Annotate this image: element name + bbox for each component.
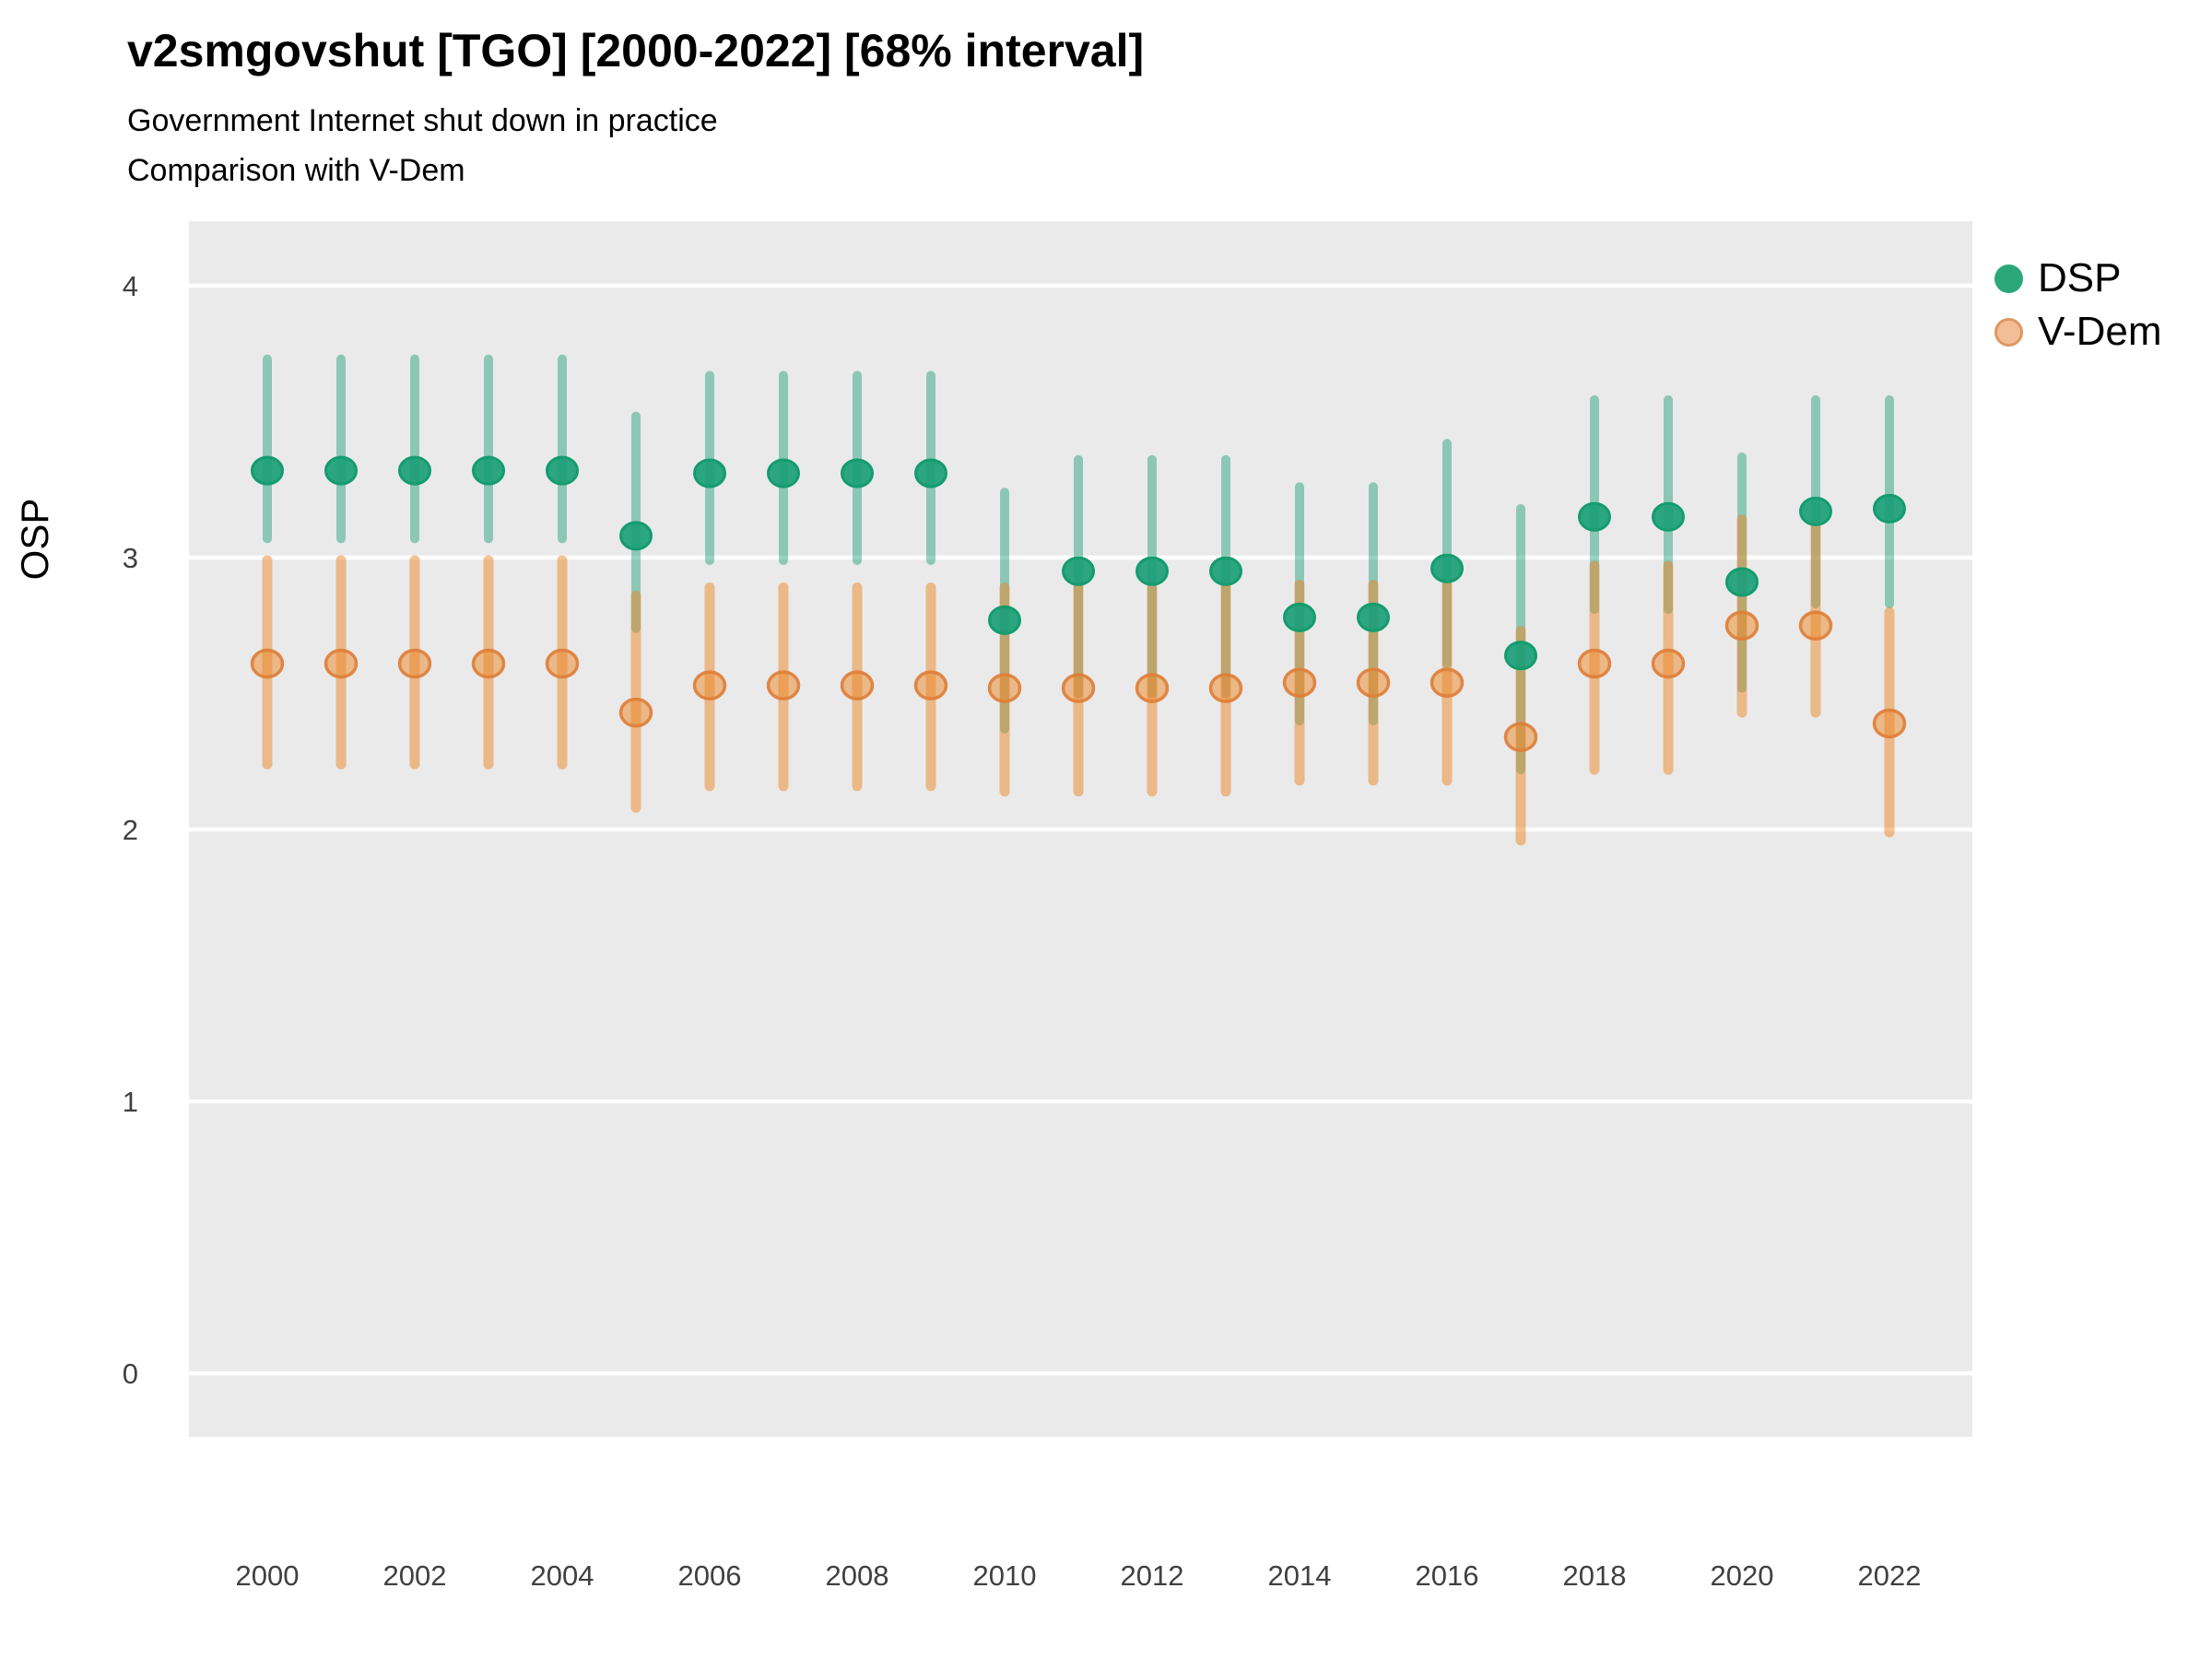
x-tick-label-2010: 2010 <box>973 1559 1037 1592</box>
dsp-point-2008 <box>841 458 874 488</box>
legend-dsp-label: DSP <box>2038 255 2122 300</box>
x-tick-label-2016: 2016 <box>1416 1559 1479 1592</box>
x-tick-label-2020: 2020 <box>1711 1559 1774 1592</box>
x-tick-label-2014: 2014 <box>1268 1559 1332 1592</box>
dsp-point-2013 <box>1209 556 1242 586</box>
y-tick-label-4: 4 <box>123 270 138 302</box>
vdem-point-2001 <box>324 648 359 679</box>
x-tick-label-2006: 2006 <box>678 1559 742 1592</box>
x-tick-label-2018: 2018 <box>1563 1559 1627 1592</box>
dsp-point-2021 <box>1799 496 1832 526</box>
vdem-point-2014 <box>1282 667 1317 698</box>
vdem-point-2006 <box>692 670 727 700</box>
chart-subtitle: Government Internet shut down in practic… <box>127 103 718 138</box>
dsp-point-2019 <box>1652 501 1685 532</box>
vdem-point-2008 <box>840 670 875 700</box>
dsp-point-2004 <box>546 455 579 486</box>
x-tick-label-2022: 2022 <box>1858 1559 1922 1592</box>
dsp-point-2011 <box>1062 556 1095 586</box>
dsp-point-2012 <box>1135 556 1169 586</box>
y-tick-label-3: 3 <box>123 542 138 574</box>
vdem-point-2012 <box>1135 673 1170 703</box>
x-tick-label-2008: 2008 <box>826 1559 889 1592</box>
dsp-point-2006 <box>693 458 726 488</box>
y-tick-label-1: 1 <box>123 1086 138 1118</box>
x-tick-label-2004: 2004 <box>531 1559 594 1592</box>
vdem-point-2016 <box>1430 667 1465 698</box>
vdem-point-2010 <box>987 673 1022 703</box>
dsp-point-2014 <box>1283 602 1316 632</box>
vdem-point-2022 <box>1872 708 1907 739</box>
vdem-point-2015 <box>1356 667 1391 698</box>
dsp-point-2016 <box>1430 553 1464 583</box>
legend-dsp-swatch-icon <box>1994 264 2023 293</box>
dsp-point-2009 <box>914 458 947 488</box>
vdem-point-2002 <box>397 648 432 679</box>
vdem-point-2011 <box>1061 673 1096 703</box>
vdem-point-2009 <box>913 670 948 700</box>
vdem-point-2000 <box>250 648 285 679</box>
legend: DSP V-Dem <box>1994 254 2161 356</box>
vdem-point-2003 <box>471 648 506 679</box>
y-tick-label-0: 0 <box>123 1358 138 1390</box>
vdem-point-2005 <box>618 697 653 728</box>
dsp-point-2001 <box>324 455 358 486</box>
legend-item-vdem: V-Dem <box>1994 308 2161 356</box>
x-tick-label-2000: 2000 <box>236 1559 300 1592</box>
chart-title: v2smgovshut [TGO] [2000-2022] [68% inter… <box>127 25 1145 76</box>
x-tick-label-2012: 2012 <box>1121 1559 1184 1592</box>
vdem-point-2018 <box>1577 648 1612 679</box>
x-tick-label-2002: 2002 <box>383 1559 447 1592</box>
dsp-point-2002 <box>398 455 431 486</box>
dsp-point-2000 <box>251 455 284 486</box>
legend-vdem-swatch-icon <box>1994 317 2023 347</box>
dsp-point-2007 <box>767 458 800 488</box>
vdem-point-2021 <box>1798 610 1833 641</box>
vdem-point-2020 <box>1724 610 1759 641</box>
vdem-point-2004 <box>545 648 580 679</box>
dsp-point-2003 <box>472 455 505 486</box>
dsp-point-2022 <box>1873 493 1906 524</box>
vdem-point-2007 <box>766 670 801 700</box>
chart-subtitle-comparison: Comparison with V-Dem <box>127 153 465 188</box>
dsp-point-2015 <box>1357 602 1390 632</box>
vdem-point-2019 <box>1651 648 1686 679</box>
dsp-point-2017 <box>1504 641 1537 671</box>
vdem-point-2013 <box>1208 673 1243 703</box>
dsp-point-2005 <box>619 521 653 551</box>
dsp-point-2018 <box>1578 501 1611 532</box>
legend-item-dsp: DSP <box>1994 254 2161 302</box>
y-tick-label-2: 2 <box>123 814 138 846</box>
dsp-point-2010 <box>988 605 1021 635</box>
legend-vdem-label: V-Dem <box>2038 309 2162 354</box>
dsp-point-2020 <box>1725 567 1759 597</box>
vdem-point-2017 <box>1503 722 1538 752</box>
